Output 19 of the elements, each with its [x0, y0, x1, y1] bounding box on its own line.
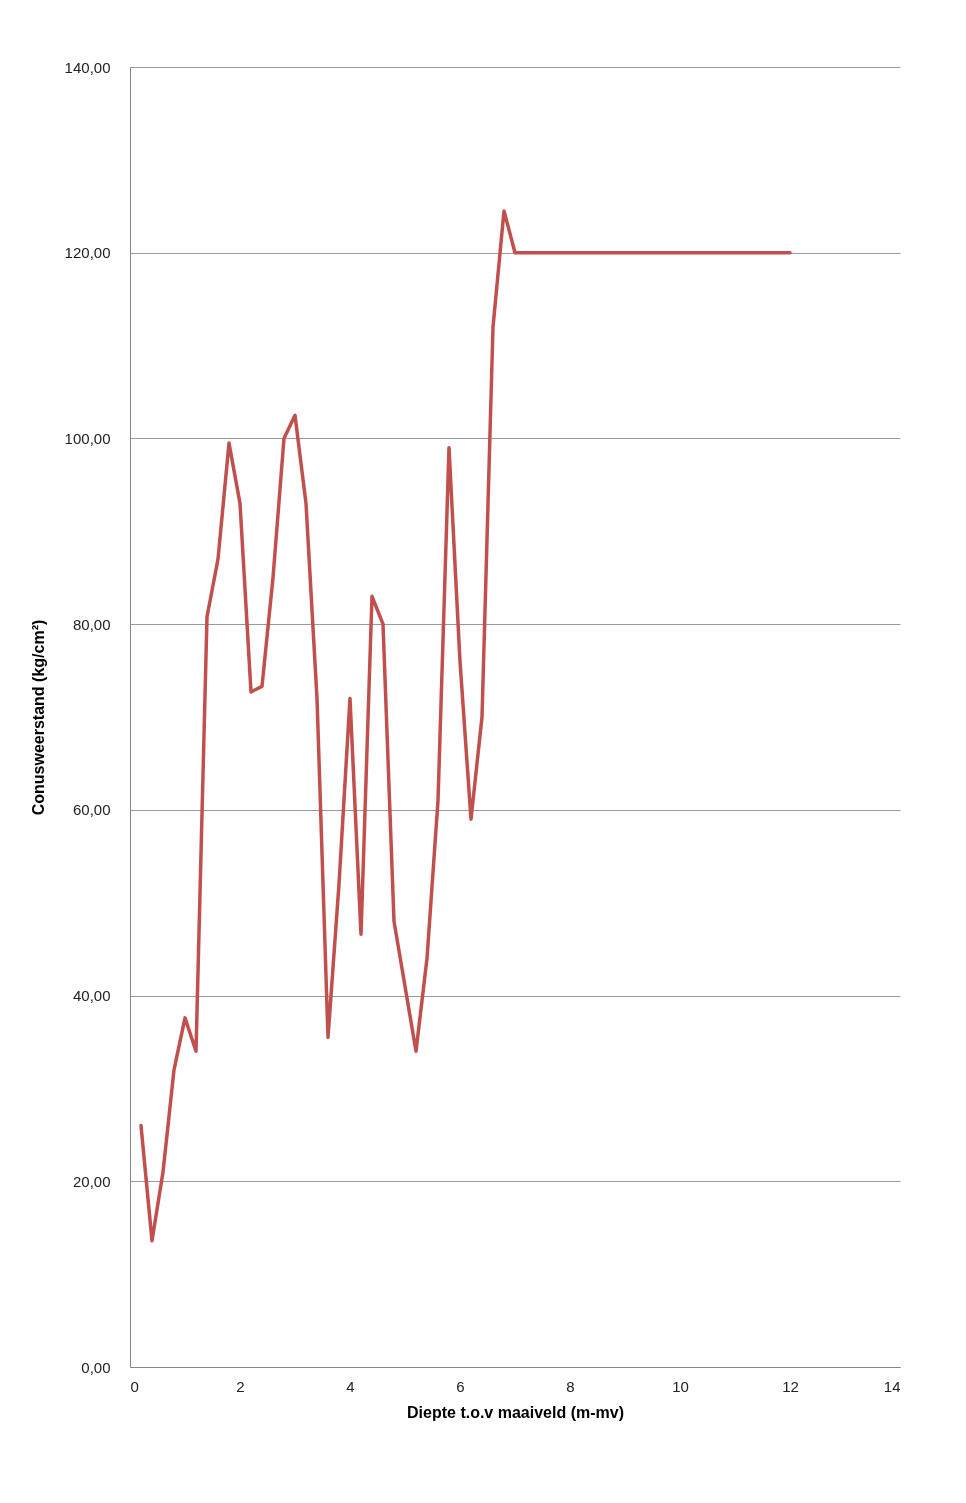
- y-tick-label: 140,00: [64, 58, 111, 76]
- x-tick-label: 0: [130, 1377, 139, 1395]
- x-tick-label: 8: [566, 1377, 575, 1395]
- x-tick-label: 2: [236, 1377, 245, 1395]
- y-tick-label: 120,00: [64, 244, 111, 262]
- x-tick-label: 6: [456, 1377, 465, 1395]
- x-tick-label: 4: [346, 1377, 355, 1395]
- y-tick-label: 60,00: [72, 801, 111, 819]
- y-tick-label: 80,00: [72, 615, 111, 633]
- x-tick-label: 14: [883, 1377, 901, 1395]
- line-series: [139, 209, 792, 1243]
- x-axis-title: Diepte t.o.v maaiveld (m-mv): [407, 1403, 624, 1421]
- y-axis-title: Conusweerstand (kg/cm²): [29, 619, 47, 816]
- x-tick-label: 10: [672, 1377, 689, 1395]
- y-tick-label: 0,00: [81, 1358, 111, 1376]
- x-tick-label: 12: [782, 1377, 799, 1395]
- y-tick-label: 20,00: [72, 1172, 111, 1190]
- y-tick-label: 40,00: [72, 987, 111, 1005]
- y-tick-label: 100,00: [64, 429, 111, 447]
